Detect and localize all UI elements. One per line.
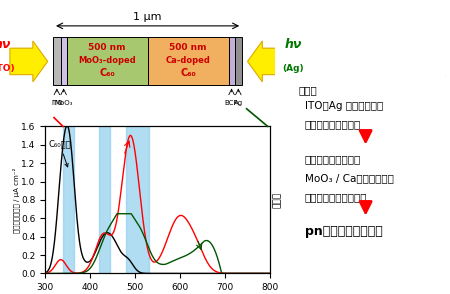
Text: MoO₃: MoO₃ [54, 100, 73, 106]
Text: hν: hν [0, 38, 10, 51]
Y-axis label: 吸光度: 吸光度 [273, 192, 282, 208]
Text: C₆₀吸収: C₆₀吸収 [49, 140, 71, 167]
Text: セルのバルク中央の: セルのバルク中央の [305, 155, 361, 165]
Text: MoO₃ / Caドープ接合で: MoO₃ / Caドープ接合で [305, 173, 394, 183]
Bar [148, 37, 229, 86]
FancyBboxPatch shape [283, 72, 449, 286]
Text: 1 μm: 1 μm [133, 12, 162, 22]
FancyArrow shape [248, 41, 285, 82]
Bar [234, 37, 242, 86]
Y-axis label: 短絡光電流密度 / μA cm⁻²: 短絡光電流密度 / μA cm⁻² [12, 167, 19, 233]
Bar [229, 37, 234, 86]
Text: Ca-doped: Ca-doped [166, 56, 211, 65]
Bar [53, 37, 61, 86]
Bar [126, 126, 148, 273]
Text: マスク効果がある。: マスク効果がある。 [305, 120, 361, 130]
Bar [67, 37, 148, 86]
Text: (ITO): (ITO) [0, 64, 14, 73]
Text: (Ag): (Ag) [283, 64, 304, 73]
FancyArrow shape [10, 41, 48, 82]
Text: 500 nm: 500 nm [88, 44, 126, 52]
Text: 500 nm: 500 nm [169, 44, 207, 52]
Bar [63, 126, 74, 273]
Text: 光電流を生じている。: 光電流を生じている。 [305, 192, 367, 202]
Text: MoO₃-doped: MoO₃-doped [78, 56, 136, 65]
Bar [61, 37, 67, 86]
Bar [99, 126, 110, 273]
Text: BCP: BCP [225, 100, 238, 106]
Text: C₆₀: C₆₀ [180, 69, 196, 78]
Text: C₆₀: C₆₀ [99, 69, 115, 78]
Text: 結果：: 結果： [298, 85, 317, 95]
Text: hν: hν [285, 38, 302, 51]
Text: Ag: Ag [234, 100, 243, 106]
Text: ITO、Ag どちら側にも: ITO、Ag どちら側にも [305, 101, 383, 111]
Text: ITO: ITO [51, 100, 63, 106]
Text: pnホモ接合の形成。: pnホモ接合の形成。 [305, 225, 382, 238]
